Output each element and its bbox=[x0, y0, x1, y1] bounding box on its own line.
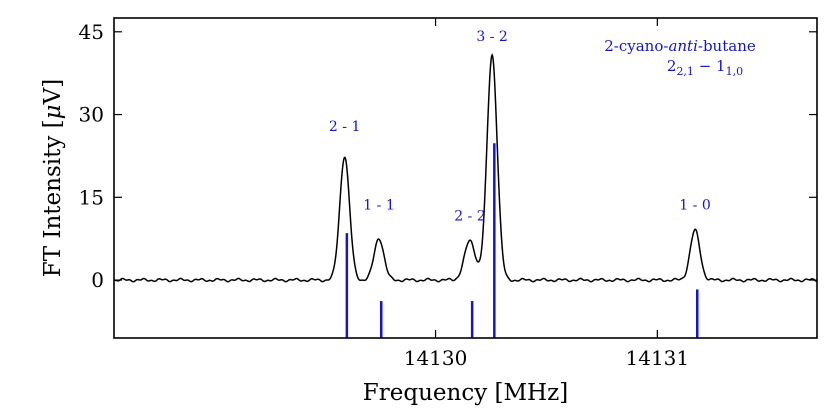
axis-ticks bbox=[114, 18, 817, 338]
y-tick-label: 0 bbox=[91, 268, 104, 292]
spectrum-line bbox=[114, 53, 817, 283]
peak-label: 2 - 1 bbox=[329, 119, 360, 135]
legend-transition-upper: 2 bbox=[667, 57, 677, 75]
legend: 2-cyano-anti-butane 22,1 − 11,0 bbox=[604, 37, 756, 78]
peak-label: 1 - 0 bbox=[679, 197, 710, 213]
peak-label: 3 - 2 bbox=[476, 29, 507, 45]
y-axis-title-mu: μ bbox=[40, 104, 66, 119]
y-axis-title: FT Intensity [μV] bbox=[40, 79, 66, 277]
peak-label: 1 - 1 bbox=[363, 197, 394, 213]
peak-label: 2 - 2 bbox=[454, 208, 485, 224]
legend-transition-lower-sub: 1,0 bbox=[726, 65, 744, 78]
x-tick-label: 14131 bbox=[626, 346, 690, 370]
y-tick-label: 30 bbox=[79, 103, 104, 127]
plot-area bbox=[114, 53, 817, 338]
x-tick-label: 14130 bbox=[404, 346, 468, 370]
y-tick-label: 45 bbox=[79, 20, 104, 44]
plot-border bbox=[113, 17, 818, 339]
y-tick-label: 15 bbox=[79, 185, 104, 209]
legend-molecule: 2-cyano-anti-butane bbox=[604, 37, 756, 55]
legend-transition: 22,1 − 11,0 bbox=[667, 57, 743, 78]
axes-frame bbox=[113, 17, 818, 339]
legend-molecule-italic: anti bbox=[668, 37, 698, 55]
legend-transition-upper-sub: 2,1 bbox=[676, 65, 694, 78]
x-axis-title: Frequency [MHz] bbox=[363, 380, 568, 406]
legend-molecule-pre: 2-cyano- bbox=[604, 37, 668, 55]
y-axis-title-unit: V] bbox=[40, 79, 66, 106]
y-axis-title-main: FT Intensity [ bbox=[40, 119, 66, 277]
axis-labels: 0 15 30 45 14130 14131 Frequency [MHz] FT Inten… bbox=[40, 20, 711, 406]
legend-transition-lower: 1 bbox=[716, 57, 726, 75]
legend-molecule-post: -butane bbox=[698, 37, 756, 55]
legend-transition-minus: − bbox=[694, 57, 716, 75]
